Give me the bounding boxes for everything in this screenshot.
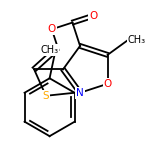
Text: S: S (43, 91, 49, 101)
Text: CH₃: CH₃ (128, 35, 146, 45)
Text: O: O (48, 24, 56, 34)
Text: O: O (104, 79, 112, 89)
Text: N: N (76, 88, 84, 98)
Text: CH₃: CH₃ (40, 45, 59, 55)
Text: O: O (89, 11, 97, 21)
